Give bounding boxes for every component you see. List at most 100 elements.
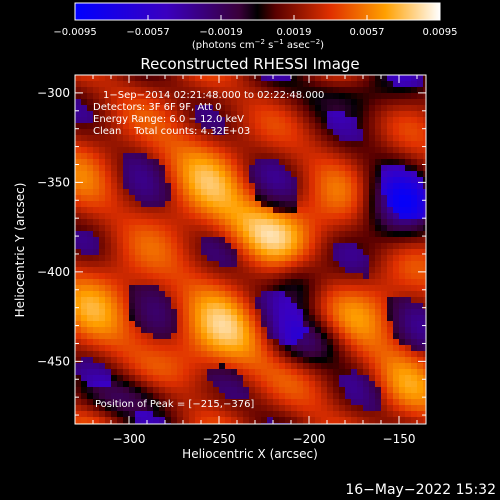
heatmap-cell (183, 165, 190, 172)
heatmap-cell (189, 123, 196, 130)
heatmap-cell (105, 231, 112, 238)
heatmap-cell (153, 75, 160, 82)
heatmap-cell (285, 255, 292, 262)
heatmap-cell (321, 369, 328, 376)
heatmap-cell (381, 189, 388, 196)
heatmap-cell (351, 345, 358, 352)
heatmap-cell (147, 219, 154, 226)
heatmap-cell (99, 183, 106, 190)
heatmap-cell (351, 249, 358, 256)
heatmap-cell (123, 381, 130, 388)
heatmap-cell (267, 261, 274, 268)
heatmap-cell (237, 231, 244, 238)
heatmap-cell (423, 195, 426, 202)
heatmap-cell (213, 225, 220, 232)
heatmap-cell (111, 375, 118, 382)
heatmap-cell (333, 351, 340, 358)
heatmap-cell (219, 333, 226, 340)
heatmap-cell (411, 153, 418, 160)
heatmap-cell (141, 261, 148, 268)
heatmap-cell (315, 387, 322, 394)
heatmap-cell (339, 273, 346, 280)
heatmap-cell (267, 183, 274, 190)
heatmap-cell (315, 75, 322, 82)
heatmap-cell (303, 333, 310, 340)
heatmap-cell (93, 315, 100, 322)
heatmap-cell (339, 279, 346, 286)
heatmap-cell (381, 339, 388, 346)
heatmap-cell (105, 237, 112, 244)
heatmap-cell (141, 225, 148, 232)
heatmap-cell (381, 303, 388, 310)
heatmap-cell (189, 369, 196, 376)
heatmap-cell (225, 117, 232, 124)
heatmap-cell (327, 93, 334, 100)
heatmap-cell (393, 411, 400, 418)
heatmap-cell (327, 381, 334, 388)
heatmap-cell (387, 315, 394, 322)
heatmap-cell (327, 417, 334, 424)
heatmap-cell (99, 255, 106, 262)
heatmap-cell (423, 315, 426, 322)
heatmap-cell (369, 93, 376, 100)
heatmap-cell (189, 261, 196, 268)
heatmap-cell (189, 189, 196, 196)
heatmap-cell (321, 345, 328, 352)
heatmap-cell (303, 399, 310, 406)
heatmap-cell (123, 333, 130, 340)
heatmap-cell (327, 159, 334, 166)
heatmap-cell (351, 261, 358, 268)
heatmap-cell (363, 231, 370, 238)
heatmap-cell (297, 129, 304, 136)
heatmap-cell (243, 123, 250, 130)
heatmap-cell (405, 135, 412, 142)
heatmap-cell (261, 321, 268, 328)
heatmap-cell (75, 279, 82, 286)
heatmap-cell (93, 411, 100, 418)
heatmap-cell (297, 75, 304, 82)
heatmap-cell (81, 369, 88, 376)
annotation-clean-counts: Clean Total counts: 4.32E+03 (93, 126, 250, 137)
heatmap-cell (321, 375, 328, 382)
heatmap-cell (387, 249, 394, 256)
heatmap-cell (363, 147, 370, 154)
heatmap-cell (273, 255, 280, 262)
heatmap-cell (135, 201, 142, 208)
heatmap-cell (351, 309, 358, 316)
heatmap-cell (147, 297, 154, 304)
heatmap-cell (405, 267, 412, 274)
heatmap-cell (201, 297, 208, 304)
heatmap-cell (87, 147, 94, 154)
heatmap-cell (237, 405, 244, 412)
heatmap-cell (99, 237, 106, 244)
heatmap-cell (171, 153, 178, 160)
heatmap-cell (93, 339, 100, 346)
heatmap-cell (75, 321, 82, 328)
heatmap-cell (123, 93, 130, 100)
heatmap-cell (333, 333, 340, 340)
heatmap-cell (279, 231, 286, 238)
heatmap-cell (177, 405, 184, 412)
heatmap-cell (339, 123, 346, 130)
heatmap-cell (183, 387, 190, 394)
heatmap-cell (363, 219, 370, 226)
heatmap-cell (213, 105, 220, 112)
heatmap-cell (135, 411, 142, 418)
heatmap-cell (147, 159, 154, 166)
heatmap-cell (327, 207, 334, 214)
heatmap-cell (135, 357, 142, 364)
heatmap-cell (381, 393, 388, 400)
heatmap-cell (189, 327, 196, 334)
heatmap-cell (333, 135, 340, 142)
heatmap-cell (117, 273, 124, 280)
heatmap-cell (201, 321, 208, 328)
heatmap-cell (243, 237, 250, 244)
heatmap-cell (201, 405, 208, 412)
heatmap-cell (237, 177, 244, 184)
heatmap-cell (309, 249, 316, 256)
heatmap-cell (147, 123, 154, 130)
heatmap-cell (159, 285, 166, 292)
heatmap-cell (135, 141, 142, 148)
heatmap-cell (291, 369, 298, 376)
heatmap-cell (405, 261, 412, 268)
